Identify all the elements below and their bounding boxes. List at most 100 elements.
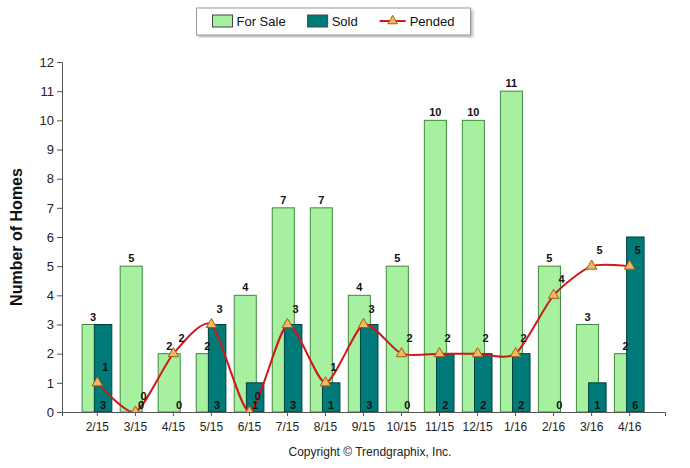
- data-label: 4: [559, 273, 566, 285]
- marker: [434, 348, 445, 357]
- data-label: 5: [546, 252, 552, 264]
- tick-label: 2: [47, 346, 54, 361]
- marker: [320, 377, 331, 386]
- marker: [586, 260, 597, 269]
- tick-label: 5: [47, 259, 54, 274]
- tick-mark: [57, 295, 62, 296]
- tick-label: 5/15: [200, 420, 224, 434]
- tick-label: 1/16: [504, 420, 528, 434]
- bar: [94, 325, 111, 413]
- legend-item: Sold: [308, 14, 358, 29]
- y-axis: 0123456789101112: [40, 55, 63, 420]
- tick-label: 10/15: [387, 420, 417, 434]
- legend-item: Pended: [380, 14, 455, 29]
- data-label: 3: [369, 303, 375, 315]
- tick-label: 9: [47, 142, 54, 157]
- chart: 01234567891011122/153/154/155/156/157/15…: [0, 0, 690, 468]
- data-label: 3: [292, 303, 298, 315]
- data-label: 3: [214, 399, 220, 411]
- tick-label: 7/15: [276, 420, 300, 434]
- tick-label: 8/15: [314, 420, 338, 434]
- legend: For SaleSoldPended: [197, 8, 471, 35]
- tick-mark: [629, 412, 630, 416]
- data-label: 5: [597, 244, 603, 256]
- tick-mark: [57, 237, 62, 238]
- data-label: 2: [407, 332, 413, 344]
- tick: 11: [41, 84, 63, 99]
- bar: [120, 266, 142, 412]
- data-label: 2: [518, 399, 524, 411]
- tick: 2/15: [86, 412, 110, 434]
- tick: 3/16: [580, 412, 604, 434]
- tick-label: 8: [47, 171, 54, 186]
- marker: [282, 318, 293, 327]
- data-label: 4: [356, 281, 363, 293]
- tick-label: 4/16: [618, 420, 642, 434]
- axis-title: Number of Homes: [8, 168, 25, 306]
- tick-mark: [211, 412, 212, 416]
- data-label: 5: [635, 244, 641, 256]
- tick-label: 4/15: [162, 420, 186, 434]
- tick-label: 3/15: [124, 420, 148, 434]
- tick-mark: [439, 412, 440, 416]
- data-label: 3: [584, 311, 590, 323]
- axis-line: [57, 63, 63, 413]
- bar: [589, 383, 606, 412]
- data-label: 2: [483, 332, 489, 344]
- plot-marks: [82, 91, 644, 412]
- tick: 9: [47, 142, 62, 157]
- bar-labels: 352247745101011532: [90, 77, 628, 352]
- tick: 3: [47, 317, 62, 332]
- tick-label: 4: [47, 288, 54, 303]
- marker: [358, 318, 369, 327]
- legend-label: Pended: [410, 14, 455, 29]
- bar-labels: 300313130222016: [100, 399, 638, 411]
- data-label: 5: [394, 252, 400, 264]
- data-label: 3: [90, 311, 96, 323]
- data-label: 11: [506, 77, 518, 89]
- markers: [92, 260, 635, 412]
- tick-label: 9/15: [352, 420, 376, 434]
- data-label: 2: [622, 340, 628, 352]
- tick-label: 7: [47, 200, 54, 215]
- tick-mark: [287, 412, 288, 416]
- marker: [206, 318, 217, 327]
- tick-mark: [135, 412, 136, 416]
- tick: 1: [47, 375, 62, 390]
- tick-label: 12/15: [463, 420, 493, 434]
- tick: 10: [40, 113, 62, 128]
- tick: 11/15: [425, 412, 454, 434]
- bar: [322, 383, 339, 412]
- tick-label: 6: [47, 230, 54, 245]
- data-label: 10: [429, 106, 441, 118]
- tick: 10/15: [387, 412, 417, 434]
- annotation: Copyright © Trendgraphix, Inc.: [289, 445, 452, 459]
- data-label: 3: [290, 399, 296, 411]
- data-label: 4: [242, 281, 249, 293]
- tick: 9/15: [352, 412, 376, 434]
- data-label: 0: [140, 390, 146, 402]
- data-label: 2: [204, 340, 210, 352]
- bar-series: [94, 237, 644, 412]
- bar-series: [82, 91, 636, 412]
- data-label: 0: [176, 399, 182, 411]
- legend-label: Sold: [332, 14, 358, 29]
- axis-line: [63, 413, 666, 417]
- data-label: 1: [328, 399, 334, 411]
- data-label: 0: [254, 390, 260, 402]
- tick-label: 0: [47, 405, 54, 420]
- tick: 1/16: [504, 412, 528, 434]
- bar: [386, 266, 408, 412]
- tick-label: 2/16: [542, 420, 566, 434]
- tick: 7/15: [276, 412, 300, 434]
- tick: 6/15: [238, 412, 262, 434]
- legend-box: [197, 8, 471, 35]
- tick: 5: [47, 259, 62, 274]
- marker: [92, 377, 103, 386]
- data-label: 3: [100, 399, 106, 411]
- data-label: 1: [330, 361, 336, 373]
- data-label: 1: [102, 361, 108, 373]
- bar: [436, 354, 453, 412]
- data-label: 5: [128, 252, 134, 264]
- tick-mark: [57, 179, 62, 180]
